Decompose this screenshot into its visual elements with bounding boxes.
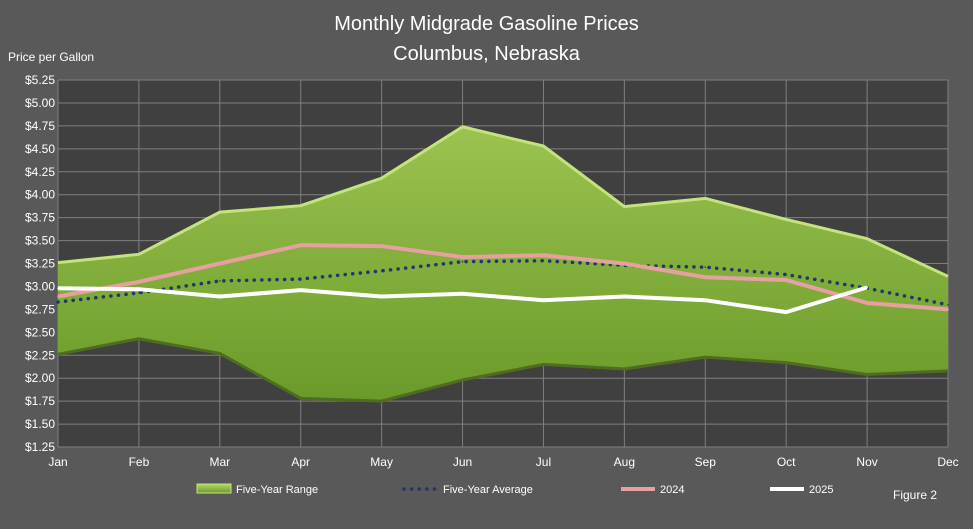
- chart-title: Monthly Midgrade Gasoline Prices: [334, 13, 639, 35]
- data-point-2024: [542, 254, 545, 257]
- data-point-2025: [542, 299, 545, 302]
- legend-label-2025: 2025: [809, 484, 833, 496]
- data-point-2025: [57, 287, 59, 290]
- legend-label-average: Five-Year Average: [443, 484, 533, 496]
- y-axis-label: Price per Gallon: [8, 50, 95, 64]
- x-tick-label: Mar: [209, 455, 230, 469]
- x-tick-label: Nov: [856, 455, 877, 469]
- data-point-2024: [138, 281, 140, 283]
- figure-label: Figure 2: [893, 488, 938, 502]
- data-point-2024: [461, 256, 464, 258]
- data-point-2025: [866, 286, 868, 289]
- data-point-2025: [461, 292, 464, 295]
- x-tick-label: Dec: [937, 455, 958, 469]
- y-tick-label: $3.00: [25, 279, 55, 293]
- data-point-2024: [380, 245, 383, 247]
- y-tick-label: $3.25: [25, 257, 55, 271]
- data-point-2024: [947, 308, 949, 311]
- five-year-range-low-edge: [57, 337, 949, 403]
- data-point-five-year-average: [219, 280, 221, 282]
- five-year-range-high-edge: [57, 125, 949, 278]
- x-tick-label: Apr: [291, 455, 310, 469]
- data-point-2025: [380, 295, 383, 298]
- legend-label-range: Five-Year Range: [236, 484, 318, 496]
- data-point-five-year-average: [380, 270, 383, 272]
- data-point-five-year-average: [785, 273, 787, 276]
- y-tick-label: $4.25: [25, 165, 55, 179]
- data-point-2025: [138, 288, 140, 290]
- x-tick-label: Sep: [695, 455, 717, 469]
- y-tick-label: $2.25: [25, 348, 55, 362]
- y-tick-label: $4.50: [25, 142, 55, 156]
- y-tick-label: $2.00: [25, 371, 55, 385]
- x-tick-label: Oct: [777, 455, 796, 469]
- y-tick-label: $1.75: [25, 394, 55, 408]
- x-tick-label: Feb: [129, 455, 150, 469]
- data-point-five-year-average: [704, 266, 707, 268]
- x-tick-label: May: [370, 455, 393, 469]
- y-tick-label: $1.50: [25, 417, 55, 431]
- x-tick-label: Jan: [48, 455, 67, 469]
- data-point-2024: [785, 279, 787, 281]
- y-tick-label: $1.25: [25, 440, 55, 454]
- y-tick-label: $5.00: [25, 96, 55, 110]
- data-point-2025: [704, 299, 707, 302]
- data-point-2025: [623, 295, 626, 298]
- chart-subtitle: Columbus, Nebraska: [393, 43, 580, 65]
- data-point-2025: [299, 289, 302, 291]
- data-point-2024: [866, 302, 868, 304]
- five-year-range-area: [58, 126, 948, 402]
- y-tick-label: $5.25: [25, 73, 55, 87]
- data-point-2024: [704, 276, 707, 279]
- x-tick-label: Jul: [536, 455, 551, 469]
- x-tick-label: Jun: [453, 455, 472, 469]
- series-line-2024: [57, 243, 949, 312]
- y-tick-label: $3.50: [25, 234, 55, 248]
- data-point-2025: [219, 295, 221, 298]
- legend-label-2024: 2024: [660, 484, 684, 496]
- data-point-2024: [219, 262, 221, 265]
- data-point-five-year-average: [299, 278, 302, 280]
- y-tick-label: $2.50: [25, 325, 55, 339]
- data-point-2024: [299, 244, 302, 246]
- data-point-2024: [57, 295, 59, 298]
- data-point-five-year-average: [542, 259, 545, 262]
- y-tick-label: $2.75: [25, 302, 55, 316]
- series-line-five-year-average: [56, 258, 950, 307]
- data-point-five-year-average: [57, 301, 59, 303]
- legend-swatch-range: [196, 483, 232, 494]
- y-tick-label: $3.75: [25, 211, 55, 225]
- y-tick-label: $4.75: [25, 119, 55, 133]
- data-point-2024: [623, 262, 626, 265]
- data-point-five-year-average: [138, 292, 140, 294]
- x-tick-label: Aug: [614, 455, 635, 469]
- data-point-2025: [785, 311, 787, 313]
- data-point-five-year-average: [947, 303, 949, 306]
- y-tick-label: $4.00: [25, 188, 55, 202]
- data-point-five-year-average: [461, 260, 464, 263]
